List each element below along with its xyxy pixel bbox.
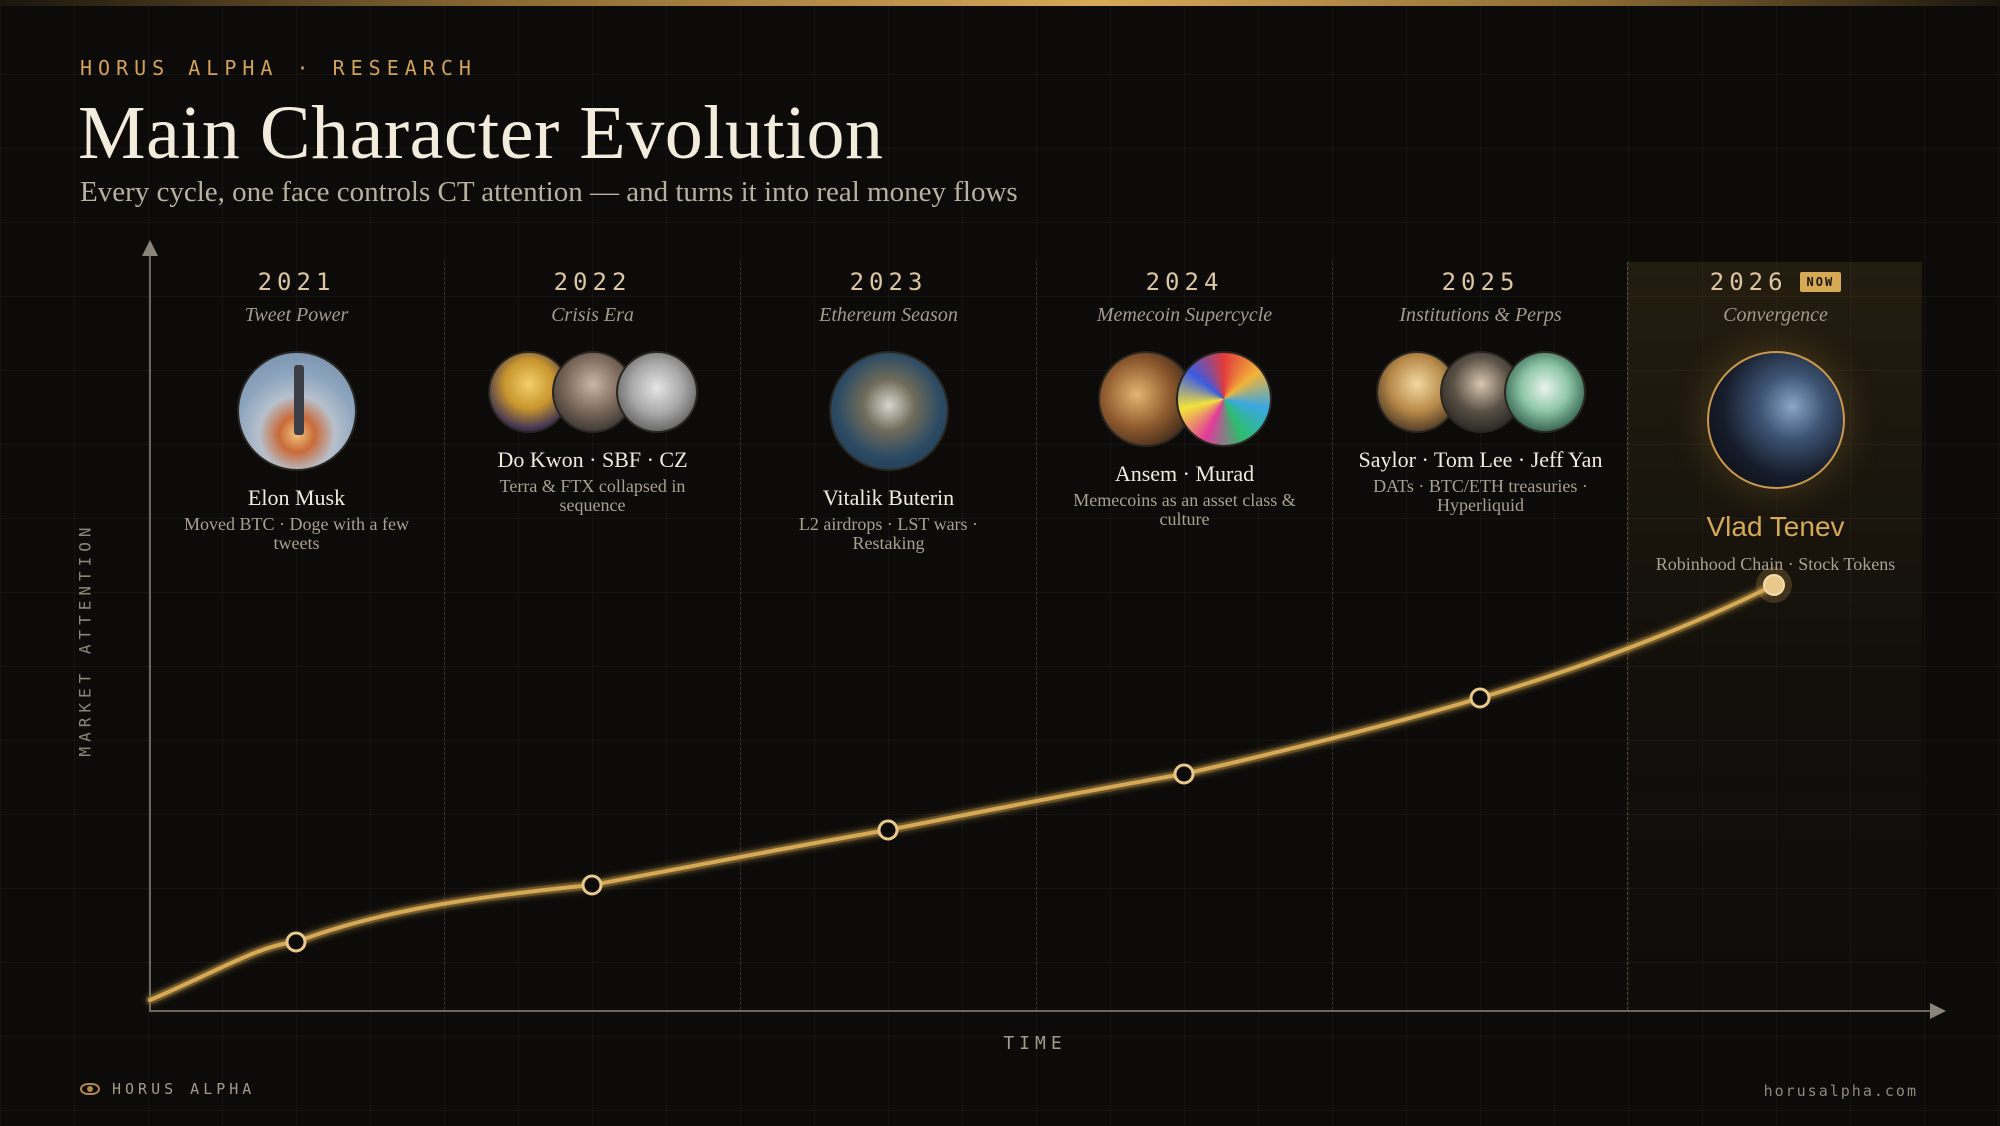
- x-axis: [149, 1010, 1939, 1012]
- era-2021: 2021 Tweet Power Elon Musk Moved BTC · D…: [149, 268, 444, 553]
- footer-brand: HORUS ALPHA: [80, 1080, 255, 1098]
- footer-brand-text: HORUS ALPHA: [112, 1080, 256, 1098]
- era-2025: 2025 Institutions & Perps Saylor · Tom L…: [1333, 268, 1628, 515]
- curve-point-2024: [1173, 763, 1195, 785]
- jeff-yan-avatar: [1503, 351, 1586, 433]
- era-year: 2024: [1146, 268, 1224, 296]
- era-label: Institutions & Perps: [1399, 304, 1562, 326]
- era-year: 2026 NOW: [1709, 268, 1842, 296]
- footer-url[interactable]: horusalpha.com: [1763, 1082, 1918, 1100]
- era-year-text: 2021: [257, 268, 336, 296]
- page-subtitle: Every cycle, one face controls CT attent…: [80, 176, 1018, 208]
- x-axis-arrow: [1930, 1003, 1946, 1019]
- era-description: Robinhood Chain · Stock Tokens: [1655, 554, 1896, 574]
- era-year: 2023: [850, 268, 928, 296]
- rocket-photo: [236, 351, 357, 471]
- y-axis-arrow: [142, 240, 158, 256]
- now-badge: NOW: [1799, 272, 1842, 292]
- era-year: 2025: [1442, 268, 1520, 296]
- x-axis-label: TIME: [1003, 1033, 1067, 1054]
- top-accent-bar: [0, 0, 2000, 6]
- era-person-name: Saylor · Tom Lee · Jeff Yan: [1358, 447, 1603, 472]
- era-2026: 2026 NOW Convergence Vlad Tenev Robinhoo…: [1628, 268, 1923, 574]
- era-year-text: 2025: [1441, 268, 1520, 296]
- era-avatars: [149, 351, 444, 471]
- era-label: Tweet Power: [244, 304, 349, 326]
- era-avatars: [1628, 351, 1923, 489]
- era-person-name: Do Kwon · SBF · CZ: [497, 447, 688, 472]
- era-description: L2 airdrops · LST wars · Restaking: [798, 514, 979, 553]
- curve-point-2022: [581, 874, 603, 896]
- eye-of-horus-icon: [80, 1083, 100, 1095]
- era-label: Crisis Era: [551, 304, 634, 326]
- era-description: Moved BTC · Doge with a few tweets: [184, 514, 409, 553]
- era-person-name: Vitalik Buterin: [822, 485, 955, 510]
- era-year-text: 2024: [1145, 268, 1224, 296]
- brand-kicker: HORUS ALPHA · RESEARCH: [80, 56, 477, 80]
- page-title: Main Character Evolution: [78, 91, 884, 175]
- era-2022: 2022 Crisis Era Do Kwon · SBF · CZ Terra…: [445, 268, 740, 515]
- murad-avatar: [1175, 351, 1272, 447]
- curve-point-2021: [285, 931, 307, 953]
- era-year-text: 2022: [553, 268, 632, 296]
- era-person-name: Vlad Tenev: [1706, 511, 1845, 542]
- vitalik-avatar: [828, 351, 949, 471]
- y-axis-label: MARKET ATTENTION: [75, 522, 95, 757]
- era-label: Convergence: [1723, 304, 1828, 326]
- era-description: Memecoins as an asset class & culture: [1073, 490, 1296, 529]
- era-2023: 2023 Ethereum Season Vitalik Buterin L2 …: [741, 268, 1036, 553]
- era-2024: 2024 Memecoin Supercycle Ansem · Murad M…: [1037, 268, 1332, 529]
- era-description: Terra & FTX collapsed in sequence: [499, 476, 686, 515]
- curve-point-2023: [877, 819, 899, 841]
- era-avatars: [1333, 351, 1628, 433]
- curve-point-2026: [1763, 574, 1785, 596]
- era-label: Memecoin Supercycle: [1096, 304, 1273, 326]
- era-description: DATs · BTC/ETH treasuries · Hyperliquid: [1373, 476, 1588, 515]
- era-avatars: [445, 351, 740, 433]
- era-year-text: 2023: [849, 268, 928, 296]
- era-year: 2021: [258, 268, 336, 296]
- era-avatars: [1037, 351, 1332, 447]
- era-person-name: Elon Musk: [247, 485, 346, 510]
- curve-point-2025: [1469, 687, 1491, 709]
- era-person-name: Ansem · Murad: [1114, 461, 1255, 486]
- era-year-text: 2026: [1709, 268, 1788, 296]
- vlad-tenev-avatar: [1706, 351, 1845, 489]
- cz-avatar: [615, 351, 698, 433]
- era-year: 2022: [554, 268, 632, 296]
- era-label: Ethereum Season: [819, 304, 958, 326]
- era-avatars: [741, 351, 1036, 471]
